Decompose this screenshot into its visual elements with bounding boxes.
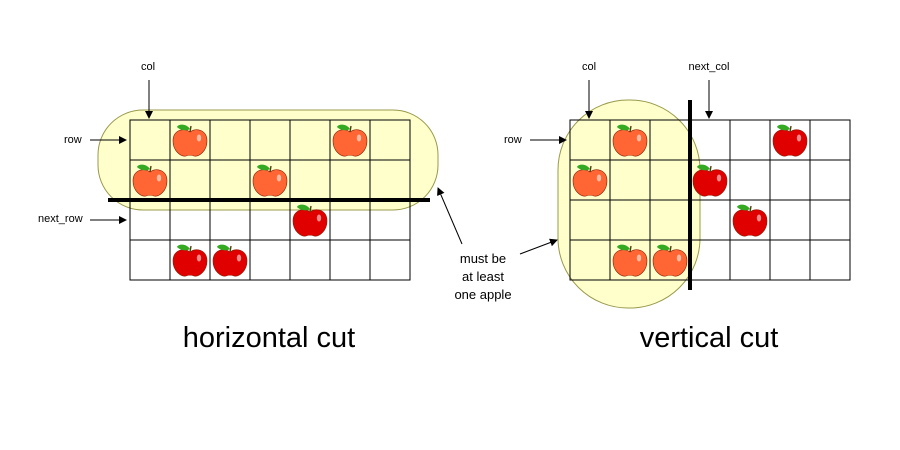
vertical-grid-cell (729, 239, 771, 281)
apple-icon (332, 124, 368, 157)
apple-icon (652, 244, 688, 277)
vertical-grid-cell (809, 119, 851, 161)
vertical-grid-cell (729, 119, 771, 161)
vertical-grid-cell (769, 239, 811, 281)
horizontal-next-row-label: next_row (38, 213, 83, 225)
vertical-col-label: col (582, 61, 596, 73)
apple-icon (612, 244, 648, 277)
vertical-grid-cell (769, 159, 811, 201)
vertical-grid-cell (809, 159, 851, 201)
vertical-grid-cell (809, 239, 851, 281)
apple-icon (172, 124, 208, 157)
apple-icon (292, 204, 328, 237)
note-line-2: at least (462, 269, 504, 284)
vertical-caption: vertical cut (640, 322, 779, 354)
note-arrow-to-vertical (519, 238, 558, 255)
apple-icon (692, 164, 728, 197)
horizontal-grid-cell (329, 239, 371, 281)
note-arrow-to-horizontal (437, 187, 463, 245)
apple-icon (772, 124, 808, 157)
vertical-grid-cell (769, 199, 811, 241)
vertical-grid-cell (729, 159, 771, 201)
apple-icon (572, 164, 608, 197)
horizontal-col-label: col (141, 61, 155, 73)
note-line-3: one apple (454, 287, 511, 302)
horizontal-row-label: row (64, 134, 82, 146)
horizontal-caption: horizontal cut (183, 322, 356, 354)
vertical-apples (572, 124, 808, 277)
apple-icon (212, 244, 248, 277)
apple-icon (132, 164, 168, 197)
apple-icon (732, 204, 768, 237)
vertical-next-col-label: next_col (689, 61, 730, 73)
horizontal-apples (132, 124, 368, 277)
horizontal-grid-cell (249, 239, 291, 281)
vertical-row-label: row (504, 134, 522, 146)
horizontal-grid-cell (369, 239, 411, 281)
vertical-grid-cell (809, 199, 851, 241)
horizontal-grid-cell (129, 239, 171, 281)
apple-icon (612, 124, 648, 157)
apple-requirement-note: must be at least one apple (437, 187, 558, 302)
apple-icon (172, 244, 208, 277)
note-line-1: must be (460, 251, 506, 266)
horizontal-grid-cell (289, 239, 331, 281)
horizontal-cut-diagram: col row next_row horizontal cut (38, 61, 439, 354)
apple-icon (252, 164, 288, 197)
vertical-cut-diagram: col next_col row vertical cut (504, 61, 851, 354)
